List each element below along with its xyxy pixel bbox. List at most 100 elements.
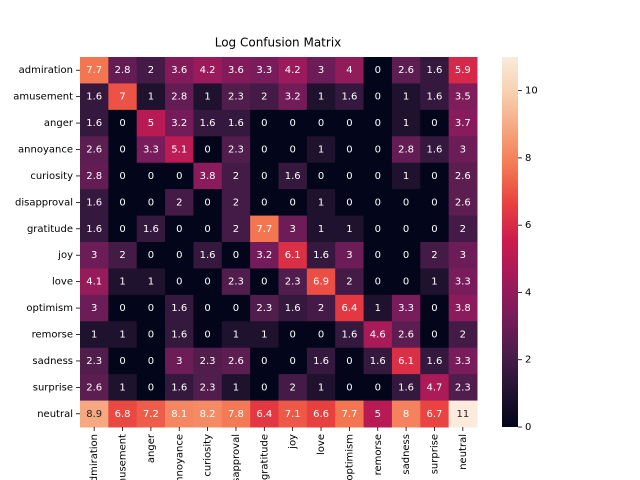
cell-label: 2.3 xyxy=(285,277,301,288)
cell-label: 0 xyxy=(261,382,267,393)
heatmap-cell xyxy=(136,189,166,217)
heatmap-cell xyxy=(80,347,109,375)
cell-label: 0 xyxy=(261,145,267,156)
cell-label: 2 xyxy=(346,277,352,288)
cell-label: 4.2 xyxy=(200,65,216,76)
heatmap-cell xyxy=(448,189,478,217)
heatmap-cell xyxy=(306,268,336,296)
x-tick-label: love xyxy=(316,434,327,455)
cell-label: 3.3 xyxy=(398,303,414,314)
cell-label: 1 xyxy=(403,118,409,129)
cell-label: 1.6 xyxy=(313,250,329,261)
heatmap-cell xyxy=(193,109,223,137)
cell-label: 6.1 xyxy=(398,356,414,367)
heatmap-cell xyxy=(363,162,393,190)
heatmap-cell xyxy=(221,189,251,217)
heatmap-cell xyxy=(80,215,109,243)
cell-label: 0 xyxy=(375,277,381,288)
cell-label: 0 xyxy=(204,330,210,341)
heatmap-cell xyxy=(221,321,251,349)
cell-label: 6.9 xyxy=(313,277,329,288)
heatmap-cell xyxy=(335,268,365,296)
heatmap-cell xyxy=(363,83,393,111)
cell-label: 0 xyxy=(375,145,381,156)
heatmap-cell xyxy=(80,109,109,137)
heatmap-cell xyxy=(193,242,223,269)
cell-label: 1 xyxy=(318,382,324,393)
cell-label: 0 xyxy=(204,197,210,208)
cell-label: 0 xyxy=(119,171,125,182)
x-tick-label: amusement xyxy=(118,434,129,480)
heatmap-cell xyxy=(306,242,336,269)
y-tick-label: surprise xyxy=(33,382,73,393)
heatmap-cell xyxy=(80,189,109,217)
cell-label: 1.6 xyxy=(86,92,102,103)
heatmap-cell xyxy=(136,268,166,296)
heatmap-cell xyxy=(420,374,450,402)
cell-label: 0 xyxy=(148,171,154,182)
cell-label: 0 xyxy=(261,277,267,288)
heatmap-cell xyxy=(165,215,194,243)
heatmap-cell xyxy=(250,215,279,243)
cell-label: 6.4 xyxy=(256,409,272,420)
y-tick-label: remorse xyxy=(32,330,73,341)
heatmap-cell xyxy=(391,109,421,137)
heatmap-cell xyxy=(448,347,478,375)
heatmap-cell xyxy=(335,242,365,269)
heatmap-cell xyxy=(420,400,450,428)
heatmap-cell xyxy=(193,400,223,428)
cell-label: 2 xyxy=(148,65,154,76)
heatmap-cell xyxy=(448,57,478,84)
colorbar-tick-label: 4 xyxy=(525,287,531,298)
cell-label: 0 xyxy=(431,303,437,314)
cell-label: 3.3 xyxy=(143,145,159,156)
cell-label: 0 xyxy=(431,118,437,129)
cell-label: 0 xyxy=(176,250,182,261)
heatmap-cell xyxy=(136,83,166,111)
cell-label: 3.3 xyxy=(455,277,471,288)
heatmap-cell xyxy=(108,136,138,164)
heatmap-cell xyxy=(448,321,478,349)
cell-label: 2.8 xyxy=(86,171,102,182)
cell-label: 1.6 xyxy=(285,303,301,314)
heatmap-cell xyxy=(108,109,138,137)
cell-label: 2.3 xyxy=(228,145,244,156)
heatmap-cell xyxy=(136,374,166,402)
cell-label: 3.8 xyxy=(455,303,471,314)
cell-label: 1 xyxy=(119,330,125,341)
y-tick-label: gratitude xyxy=(27,224,73,235)
heatmap-cell xyxy=(221,294,251,322)
heatmap-cell xyxy=(448,83,478,111)
x-tick-label: anger xyxy=(146,433,157,463)
heatmap-cell xyxy=(136,242,166,269)
cell-label: 3 xyxy=(91,250,97,261)
heatmap-cell xyxy=(363,268,393,296)
cell-label: 1.6 xyxy=(341,330,357,341)
cell-label: 2 xyxy=(460,330,466,341)
heatmap-cell xyxy=(80,242,109,269)
cell-label: 1 xyxy=(403,171,409,182)
heatmap-cell xyxy=(221,57,251,84)
heatmap-cell xyxy=(306,347,336,375)
cell-label: 2.3 xyxy=(200,356,216,367)
cell-label: 0 xyxy=(431,197,437,208)
heatmap-cell xyxy=(363,321,393,349)
cell-label: 3 xyxy=(176,356,182,367)
cell-label: 2.6 xyxy=(398,330,414,341)
heatmap-cell xyxy=(306,189,336,217)
heatmap-cell xyxy=(80,268,109,296)
heatmap-cell xyxy=(306,321,336,349)
cell-label: 7.7 xyxy=(86,65,102,76)
heatmap-cell xyxy=(136,347,166,375)
cell-label: 1.6 xyxy=(427,92,443,103)
heatmap-cell xyxy=(80,374,109,402)
heatmap-cell xyxy=(108,57,138,84)
cell-label: 0 xyxy=(176,224,182,235)
heatmap-cell xyxy=(363,189,393,217)
heatmap-cell xyxy=(221,136,251,164)
heatmap-cell xyxy=(278,215,308,243)
heatmap-cell xyxy=(80,321,109,349)
heatmap-cell xyxy=(420,189,450,217)
heatmap-cell xyxy=(165,400,194,428)
cell-label: 0 xyxy=(375,250,381,261)
